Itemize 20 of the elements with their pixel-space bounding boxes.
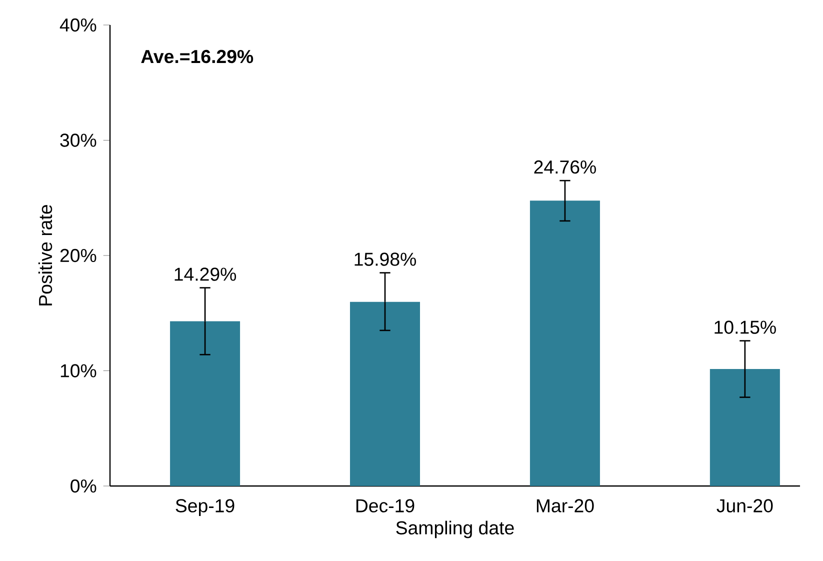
x-tick-label: Dec-19 [356, 499, 414, 512]
y-tick-label: 20% [60, 248, 96, 262]
y-axis-title: Positive rate [38, 204, 52, 306]
data-label: 24.76% [534, 160, 596, 174]
x-tick-label: Jun-20 [716, 499, 773, 512]
x-tick-label: Sep-19 [176, 499, 234, 516]
y-tick-label: 30% [60, 134, 96, 147]
bar [350, 302, 420, 486]
y-tick-label: 40% [60, 18, 96, 32]
bar [170, 321, 240, 486]
data-label: 10.15% [714, 320, 776, 334]
data-label: 15.98% [354, 252, 416, 266]
x-tick-label: Mar-20 [536, 499, 594, 512]
data-label: 14.29% [174, 268, 236, 281]
y-tick-label: 0% [70, 479, 96, 493]
x-axis-title: Sampling date [396, 520, 514, 538]
y-tick-label: 10% [60, 364, 96, 378]
bar [710, 369, 780, 486]
annotation: Ave.=16.29% [141, 50, 254, 64]
bar [530, 200, 600, 486]
